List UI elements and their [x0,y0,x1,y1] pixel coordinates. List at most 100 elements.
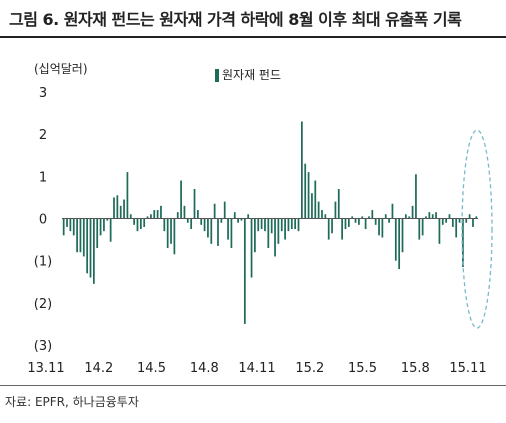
bar [237,218,239,223]
bar [240,218,243,221]
x-tick-label: 15.2 [295,361,324,376]
bar [421,218,424,236]
bar [213,203,216,219]
bar [334,201,337,219]
legend-swatch [215,69,219,82]
y-tick-label: (2) [34,297,52,312]
y-axis: 3 2 1 0 (1) (2) (3) [34,86,52,354]
bar [431,214,434,219]
bar [69,218,72,232]
bar [217,218,219,246]
bar [247,214,250,219]
bar [361,216,364,219]
bar [371,210,374,219]
bar [435,212,437,219]
bar [220,218,223,223]
y-tick-label: 2 [39,128,47,143]
bar [62,218,65,236]
bar [358,218,360,225]
bar [133,218,135,225]
bar [170,218,172,244]
bar [351,216,354,219]
bar [160,205,162,219]
bar [304,163,307,219]
bar [277,218,280,244]
bar [274,218,276,257]
bar [472,218,474,227]
bar [129,214,132,219]
bar [455,218,458,238]
bar [388,218,390,223]
bar [418,218,421,240]
bar [415,174,417,219]
bar [72,218,75,236]
bar [438,218,441,244]
bar [136,218,139,232]
x-tick-label: 15.11 [449,361,486,376]
bar [146,216,149,219]
bar [364,218,367,230]
bar [445,218,447,223]
bar [123,199,125,219]
bar [260,218,263,230]
bar [150,214,152,219]
bar [324,214,327,219]
bar [321,210,323,219]
bar [250,218,253,278]
bar [284,218,286,240]
bar [210,218,213,244]
bar [153,210,156,219]
x-tick-label: 14.11 [238,361,275,376]
title-divider [0,36,506,38]
bar [394,218,397,261]
bar [243,218,246,324]
bar [173,218,176,255]
bar [227,218,229,240]
bar [193,188,196,219]
bar [119,205,122,219]
bar [401,218,404,253]
bar [156,210,159,219]
bar [99,218,102,236]
bar [311,193,313,219]
chart-title: 그림 6. 원자재 펀드는 원자재 가격 하락에 8월 이후 최대 유출폭 기록 [9,10,462,29]
bar [113,197,115,219]
bar [82,218,85,257]
bar [347,218,350,227]
y-tick-label: 0 [39,213,47,228]
bar [354,218,357,223]
bar-series [62,121,478,324]
x-tick-label: 14.2 [84,361,113,376]
bar [475,216,478,219]
x-tick-label: 15.5 [348,361,377,376]
bar [405,214,407,219]
fund-flow-chart: (십억달러) 원자재 펀드 3 2 1 0 (1) (2) (3) 13.11 14.2 14.… [27,62,493,376]
bar [384,214,387,219]
bar [381,218,384,238]
bar [378,218,380,236]
bar [458,218,461,223]
bar [331,218,333,234]
bar [465,218,468,223]
bar [254,218,256,253]
bar [462,218,464,267]
bar [468,214,471,219]
x-tick-label: 15.8 [401,361,430,376]
bar [327,218,330,240]
x-tick-label: 14.5 [137,361,166,376]
bar [294,218,297,230]
bar [103,218,105,232]
bar [428,212,431,219]
x-axis: 13.11 14.2 14.5 14.8 14.11 15.2 15.5 15.8 15.11 [27,361,486,376]
bar [337,188,340,219]
y-tick-label: 1 [39,170,47,185]
bar [106,218,109,221]
bar [411,205,414,219]
x-tick-label: 14.8 [190,361,219,376]
bar [451,218,454,227]
y-tick-label: 3 [39,86,47,101]
bar [203,218,206,232]
bar [223,201,226,219]
bar [264,218,266,232]
bar [270,218,273,234]
